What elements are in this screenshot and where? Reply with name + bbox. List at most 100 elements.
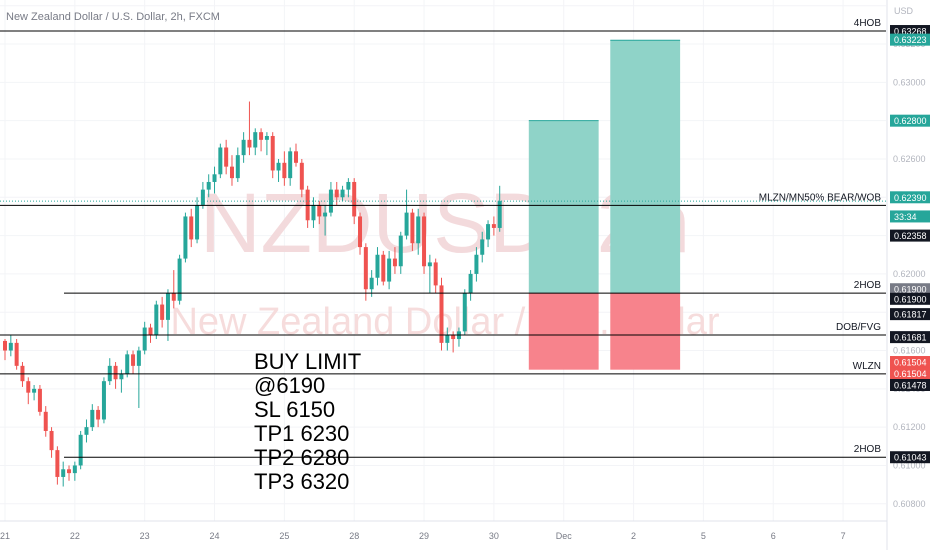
level-label: 4HOB <box>854 18 882 29</box>
price-tag <box>890 379 930 392</box>
price-tag-label: 0.61504 <box>894 358 927 368</box>
annotation-line-3: SL 6150 <box>254 397 335 422</box>
candle-body <box>37 388 42 412</box>
candle-body <box>381 254 386 282</box>
price-tag-label: 0.61681 <box>894 333 927 343</box>
candle-body <box>451 335 456 340</box>
price-tag-label: 0.61900 <box>894 294 927 304</box>
candle-body <box>43 411 48 431</box>
candle-body <box>78 434 83 466</box>
candle-body <box>14 342 19 366</box>
candle-body <box>67 469 72 474</box>
price-tag-label: 0.62800 <box>894 116 927 126</box>
price-tick-label: 0.61600 <box>893 346 926 356</box>
annotation-line-4: TP1 6230 <box>254 421 349 446</box>
candle-body <box>165 293 170 320</box>
level-label: 2HOB <box>854 444 882 455</box>
price-tag <box>890 210 930 223</box>
candle-body <box>119 373 124 380</box>
candle-body <box>299 162 304 190</box>
level-label: MLZN/MN50% BEAR/WOB <box>759 192 882 203</box>
time-tick-label: 6 <box>771 531 776 541</box>
candles <box>3 101 502 487</box>
symbol-title: New Zealand Dollar / U.S. Dollar, 2h, FX… <box>6 11 220 23</box>
price-tag-label: 0.61043 <box>894 453 927 463</box>
time-tick-label: 5 <box>701 531 706 541</box>
candle-body <box>212 174 217 182</box>
price-tag <box>890 191 930 204</box>
candle-body <box>101 381 106 420</box>
price-tick-label: 0.61200 <box>893 422 926 432</box>
candle-body <box>32 388 37 393</box>
candle-body <box>270 135 275 171</box>
candle-body <box>259 132 264 140</box>
time-tick-label: 29 <box>419 531 429 541</box>
price-tag <box>890 367 930 380</box>
candle-body <box>247 139 252 148</box>
candle-body <box>288 151 293 179</box>
candle-body <box>235 155 240 179</box>
candle-body <box>317 204 322 217</box>
candle-body <box>113 365 118 380</box>
profit-zone-2 <box>610 40 681 294</box>
candle-body <box>26 381 31 393</box>
candle-body <box>282 162 287 179</box>
annotation-line-6: TP3 6320 <box>254 469 349 494</box>
candle-body <box>410 212 415 244</box>
candle-body <box>404 212 409 236</box>
candle-body <box>427 262 432 267</box>
candle-body <box>445 335 450 343</box>
time-tick-label: 28 <box>349 531 359 541</box>
price-tag <box>890 229 930 242</box>
price-tag <box>890 283 930 296</box>
watermark-ticker: NZDUSD, 2h <box>200 176 690 270</box>
candle-body <box>433 262 438 286</box>
candle-body <box>311 204 316 221</box>
time-tick-label: 25 <box>279 531 289 541</box>
candle-body <box>131 354 136 366</box>
candle-body <box>439 285 444 343</box>
time-tick-label: 24 <box>210 531 220 541</box>
price-tick-label: 0.62000 <box>893 269 926 279</box>
profit-zone-1 <box>528 120 599 294</box>
candle-body <box>200 189 205 205</box>
time-axis[interactable]: 21 22 23 24 25 28 29 30 Dec 2 5 6 7 <box>0 531 846 541</box>
price-tick-label: 0.62600 <box>893 154 926 164</box>
level-label: DOB/FVG <box>836 322 881 333</box>
candle-body <box>264 135 269 140</box>
price-tag-label: 0.62390 <box>894 193 927 203</box>
candle-body <box>480 239 485 255</box>
price-tag <box>890 356 930 369</box>
candle-body <box>468 273 473 294</box>
candle-body <box>416 216 421 244</box>
candle-body <box>363 247 368 290</box>
candle-body <box>148 327 153 336</box>
candle-body <box>358 216 363 248</box>
price-tag-label: 0.61478 <box>894 381 927 391</box>
candle-body <box>334 189 339 198</box>
candle-body <box>160 304 165 320</box>
candle-body <box>398 235 403 267</box>
candle-body <box>491 224 496 228</box>
candle-body <box>422 216 427 267</box>
candle-body <box>294 151 298 163</box>
candle-body <box>340 189 345 198</box>
candle-body <box>61 469 66 477</box>
price-tag <box>890 308 930 321</box>
price-tag-label: 0.61504 <box>894 369 927 379</box>
candle-body <box>142 327 147 351</box>
price-tick-label: 0.60800 <box>893 499 926 509</box>
candle-body <box>171 293 176 301</box>
candle-body <box>323 212 328 217</box>
time-tick-label: 23 <box>140 531 150 541</box>
candle-body <box>3 340 7 351</box>
candle-body <box>154 304 159 336</box>
price-tag <box>890 292 930 305</box>
candle-body <box>177 258 182 301</box>
candle-body <box>224 147 229 167</box>
price-tag <box>890 114 930 127</box>
